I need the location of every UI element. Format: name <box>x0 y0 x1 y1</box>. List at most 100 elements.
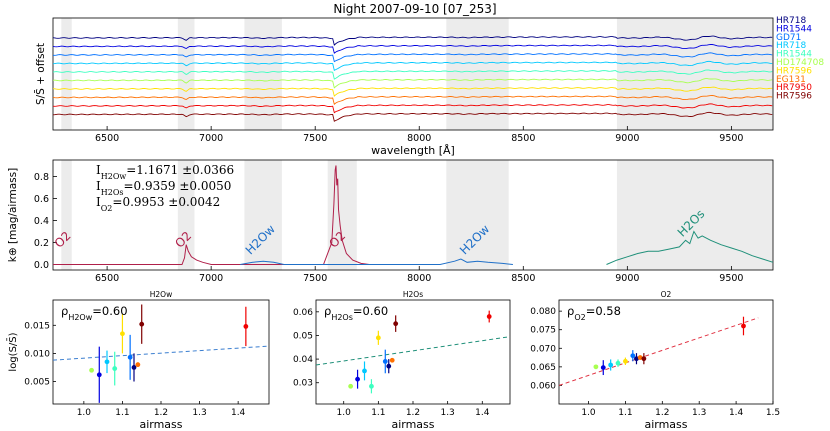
x-axis-label: airmass <box>391 418 434 431</box>
integral-symbol: I <box>96 163 101 177</box>
x-axis-label: airmass <box>139 418 182 431</box>
shaded-band <box>244 18 282 130</box>
data-point <box>641 356 647 362</box>
x-tick-label: 1.4 <box>231 408 246 418</box>
data-point <box>389 357 395 363</box>
integral-value: =1.1671 ±0.0366 <box>126 163 234 177</box>
data-point <box>375 335 381 341</box>
panel-title: H2Os <box>403 290 423 299</box>
integral-subscript: O2 <box>101 204 113 213</box>
integral-subscript: H2Os <box>101 188 124 197</box>
data-point <box>369 383 374 389</box>
data-point <box>127 354 133 360</box>
data-point <box>120 331 125 337</box>
legend-label: HR7596 <box>776 92 812 102</box>
y-tick-label: 0.0 <box>34 260 49 271</box>
data-point <box>741 323 746 329</box>
rho-symbol: ρ <box>324 304 331 318</box>
data-point <box>593 364 599 370</box>
data-point <box>393 321 399 327</box>
shaded-band <box>244 160 282 270</box>
legend-label: HR7596 <box>776 66 812 76</box>
integral-symbol: I <box>96 195 101 209</box>
spectrum-line <box>52 86 773 97</box>
legend-label: HR718 <box>776 41 806 51</box>
x-tick-label: 7000 <box>199 133 223 144</box>
data-point <box>486 314 492 319</box>
data-point <box>634 356 639 362</box>
shaded-band <box>61 18 72 130</box>
x-tick-label: 1.3 <box>692 408 706 418</box>
rho-subscript: H2Ow <box>68 313 92 322</box>
legend-label: HR7950 <box>776 83 812 93</box>
spectrum-line <box>52 78 773 89</box>
trend-line <box>52 345 270 361</box>
shaded-band <box>177 160 195 270</box>
x-tick-label: 1.3 <box>192 408 206 418</box>
x-tick-label: 7500 <box>303 273 327 284</box>
data-point <box>623 358 628 364</box>
correlation-panel-h2ow: H2Ow 1.0 1.1 1.2 1.3 1.4 0.005 0.010 0.015 airmas… <box>6 290 270 431</box>
shaded-band <box>446 160 509 270</box>
spectrum-line <box>53 52 773 63</box>
integral-label: IH2Os=0.9359 ±0.0050 <box>96 179 231 197</box>
y-tick-label: 0.080 <box>530 307 556 317</box>
data-point <box>131 365 137 370</box>
correlation-panel-h2os: H2Os 1.0 1.1 1.2 1.3 1.4 0.03 0.04 0.05 0.06 airma… <box>293 290 511 431</box>
data-point <box>362 368 367 374</box>
x-tick-label: 6500 <box>95 133 119 144</box>
shaded-band <box>61 160 72 270</box>
y-tick-label: 0.8 <box>34 172 49 183</box>
integral-value: =0.9953 ±0.0042 <box>112 195 220 209</box>
panel-title: O2 <box>661 290 672 299</box>
shaded-band <box>616 18 773 130</box>
data-point <box>382 359 388 364</box>
data-point <box>355 376 360 382</box>
legend-label: HR718 <box>776 16 806 26</box>
rho-label: ρH2Os=0.60 <box>324 304 388 322</box>
data-point <box>96 372 102 378</box>
trend-line <box>315 336 511 366</box>
x-tick-label: 7500 <box>303 133 327 144</box>
data-point <box>139 321 145 327</box>
shaded-band <box>327 160 357 270</box>
x-tick-label: 8000 <box>407 273 431 284</box>
data-point <box>386 363 392 369</box>
x-tick-label: 1.3 <box>440 408 454 418</box>
y-tick-label: 0.05 <box>293 331 313 341</box>
y-axis-label: S/S̄ + offset <box>34 43 47 105</box>
x-tick-label: 1.1 <box>371 408 385 418</box>
x-tick-label: 1.0 <box>77 408 92 418</box>
extinction-line <box>240 258 513 265</box>
data-point <box>600 365 606 370</box>
y-tick-label: 0.075 <box>530 326 556 336</box>
rho-value: =0.60 <box>92 304 127 318</box>
y-tick-label: 0.010 <box>24 349 50 359</box>
spectrum-line <box>52 103 773 114</box>
x-tick-label: 1.1 <box>618 408 632 418</box>
x-tick-label: 6500 <box>95 273 119 284</box>
integral-label: IH2Ow=1.1671 ±0.0366 <box>96 163 234 181</box>
y-tick-label: 0.005 <box>24 378 50 388</box>
extinction-panel: 0.0 0.2 0.4 0.6 0.8 6500 7000 7500 8000 8500 9000 9… <box>7 159 774 284</box>
x-tick-label: 9500 <box>719 273 743 284</box>
y-tick-label: 0.060 <box>530 381 556 391</box>
y-tick-label: 0.03 <box>293 379 313 389</box>
y-tick-label: 0.065 <box>530 363 556 373</box>
x-tick-label: 1.1 <box>115 408 129 418</box>
x-tick-label: 8000 <box>407 133 431 144</box>
spectrum-line <box>52 111 773 122</box>
x-tick-label: 1.2 <box>406 408 420 418</box>
integral-subscript: H2Ow <box>101 172 127 181</box>
x-tick-label: 9000 <box>615 133 639 144</box>
trend-line <box>558 317 759 386</box>
integral-symbol: I <box>96 179 101 193</box>
rho-symbol: ρ <box>567 304 574 318</box>
rho-subscript: H2Os <box>331 313 353 322</box>
x-tick-label: 7000 <box>199 273 223 284</box>
data-point <box>135 362 141 368</box>
spectrum-line <box>52 44 773 54</box>
x-tick-label: 8500 <box>511 133 535 144</box>
x-tick-label: 1.0 <box>337 408 352 418</box>
spectrum-line <box>52 60 773 71</box>
